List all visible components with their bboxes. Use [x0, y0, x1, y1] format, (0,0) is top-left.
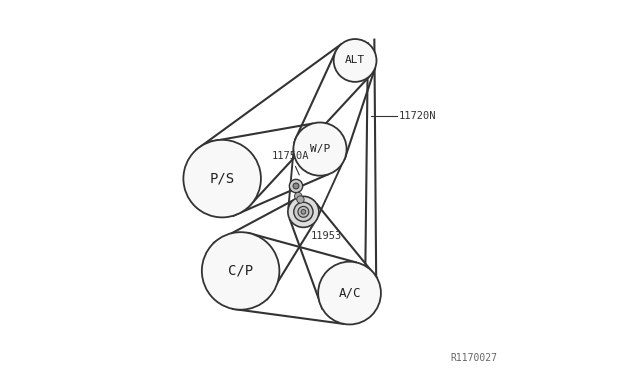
Circle shape	[294, 192, 302, 200]
Circle shape	[293, 183, 299, 189]
Text: W/P: W/P	[310, 144, 330, 154]
Circle shape	[184, 140, 261, 217]
Circle shape	[293, 122, 347, 176]
Text: 11720N: 11720N	[399, 111, 436, 121]
Circle shape	[301, 209, 306, 214]
Circle shape	[318, 262, 381, 324]
Circle shape	[294, 202, 313, 221]
Circle shape	[298, 206, 309, 217]
Text: R1170027: R1170027	[450, 353, 497, 363]
Circle shape	[289, 179, 303, 193]
Text: ALT: ALT	[345, 55, 365, 65]
Text: C/P: C/P	[228, 264, 253, 278]
Circle shape	[288, 196, 319, 227]
Circle shape	[333, 39, 376, 82]
Text: 11953: 11953	[311, 231, 342, 241]
Text: P/S: P/S	[209, 171, 235, 186]
Circle shape	[297, 196, 304, 203]
Text: A/C: A/C	[339, 286, 361, 299]
Text: 11750A: 11750A	[272, 151, 310, 175]
Circle shape	[202, 232, 280, 310]
